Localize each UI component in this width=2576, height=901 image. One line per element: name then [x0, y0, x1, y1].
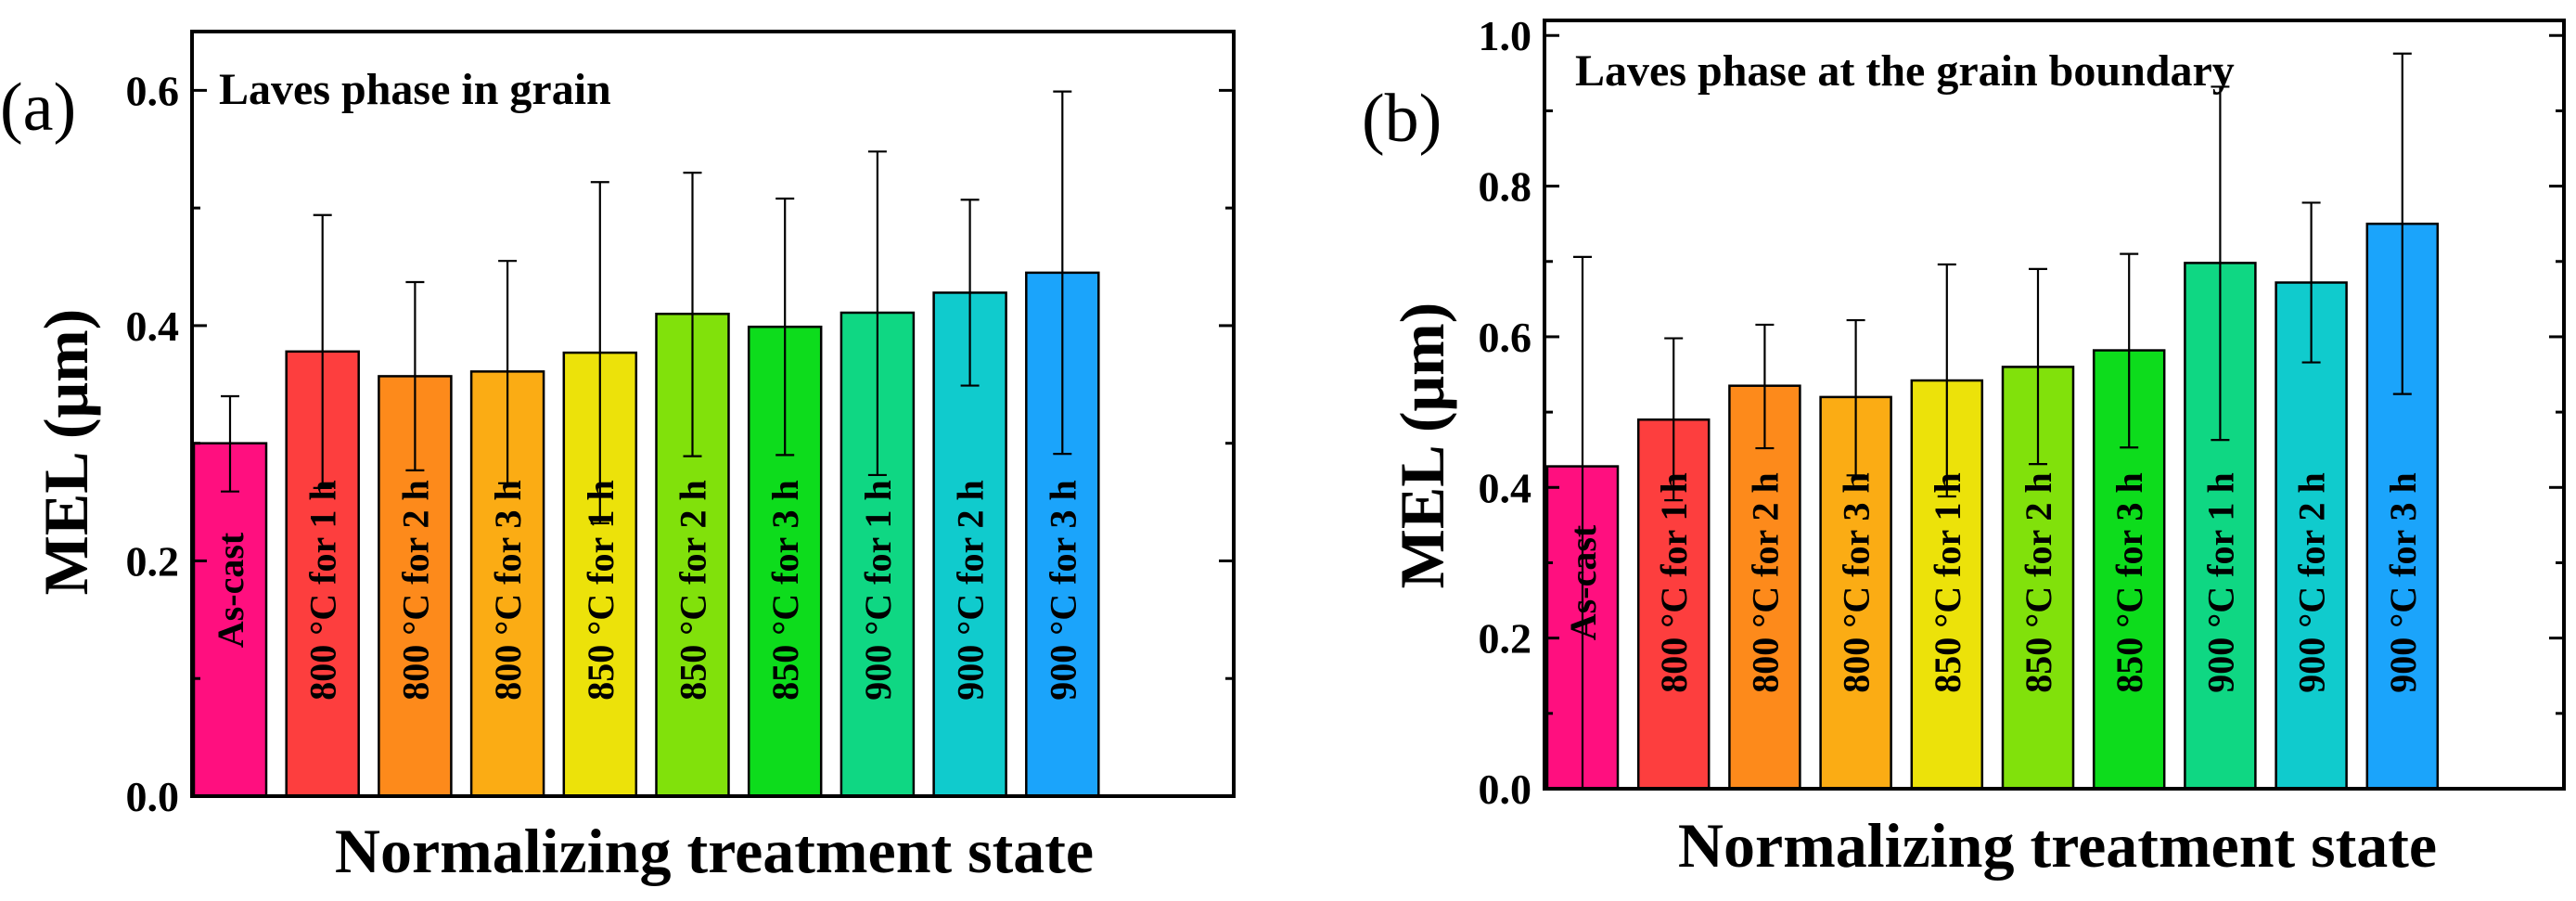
x-axis-title: Normalizing treatment state	[1678, 810, 2437, 881]
bar	[469, 370, 545, 798]
plot-frame	[1543, 19, 2566, 791]
y-axis-title: MEL (μm)	[31, 309, 101, 596]
y-tick-label: 0.2	[1479, 615, 1532, 663]
panel-label-b: (b)	[1362, 81, 1442, 157]
bar-label: As-cast	[210, 532, 251, 648]
bar-label: 850 °C for 3 h	[2108, 472, 2150, 692]
y-tick-label: 0.4	[1479, 464, 1532, 511]
bar-label: 850 °C for 1 h	[1927, 472, 1968, 692]
bar-label: 800 °C for 2 h	[1744, 472, 1786, 692]
chart-title: Laves phase in grain	[219, 65, 611, 114]
error-bars	[221, 90, 1072, 524]
y-tick-label: 1.0	[1479, 12, 1532, 59]
bar-label: 850 °C for 2 h	[2018, 472, 2059, 692]
y-tick-label: 0.4	[126, 302, 180, 350]
bar-label: 900 °C for 2 h	[950, 480, 992, 700]
bar-label: 800 °C for 3 h	[1836, 472, 1878, 692]
y-tick-label: 0.6	[1479, 314, 1532, 361]
chart-title: Laves phase at the grain boundary	[1575, 46, 2235, 96]
bar-label: 900 °C for 3 h	[2382, 472, 2424, 692]
x-axis-title: Normalizing treatment state	[335, 816, 1094, 886]
bar-label: 800 °C for 3 h	[487, 480, 529, 700]
error-bars	[1573, 52, 2412, 791]
chart-panel-a: (a) Laves phase in grain Normalizing tre…	[0, 30, 1236, 886]
bar-label: 800 °C for 1 h	[302, 480, 344, 700]
y-tick-label: 0.0	[126, 773, 180, 820]
bar	[1728, 384, 1801, 791]
bar-label: 900 °C for 1 h	[857, 480, 899, 700]
plot-frame	[190, 30, 1236, 798]
chart-panel-b: (b) Laves phase at the grain boundary No…	[1362, 12, 2566, 881]
bar-labels: As-cast 800 °C for 1 h 800 °C for 2 h 800 °…	[1562, 472, 2424, 692]
bar-labels: As-cast 800 °C for 1 h 800 °C for 2 h 800 °…	[210, 480, 1083, 700]
bar-label: 850 °C for 2 h	[673, 480, 714, 700]
y-tick-label: 0.2	[126, 537, 180, 585]
bar-label: 900 °C for 1 h	[2199, 472, 2241, 692]
y-axis-title: MEL (μm)	[1387, 302, 1457, 589]
bar-label: 800 °C for 2 h	[394, 480, 436, 700]
bar-label: 900 °C for 3 h	[1042, 480, 1083, 700]
y-axis-ticks: 0.0 0.2 0.4 0.6 0.8 1.0	[1479, 12, 2564, 813]
bar-label: 800 °C for 1 h	[1653, 472, 1695, 692]
y-tick-label: 0.8	[1479, 163, 1532, 211]
bar-label: 900 °C for 2 h	[2291, 472, 2333, 692]
bar-label: 850 °C for 3 h	[764, 480, 806, 700]
y-tick-label: 0.6	[126, 67, 180, 114]
bar	[2275, 281, 2348, 791]
bar-label: As-cast	[1562, 524, 1604, 640]
bar-label: 850 °C for 1 h	[580, 480, 622, 700]
bar	[192, 442, 268, 798]
y-tick-label: 0.0	[1479, 766, 1532, 813]
panel-label-a: (a)	[0, 70, 76, 146]
